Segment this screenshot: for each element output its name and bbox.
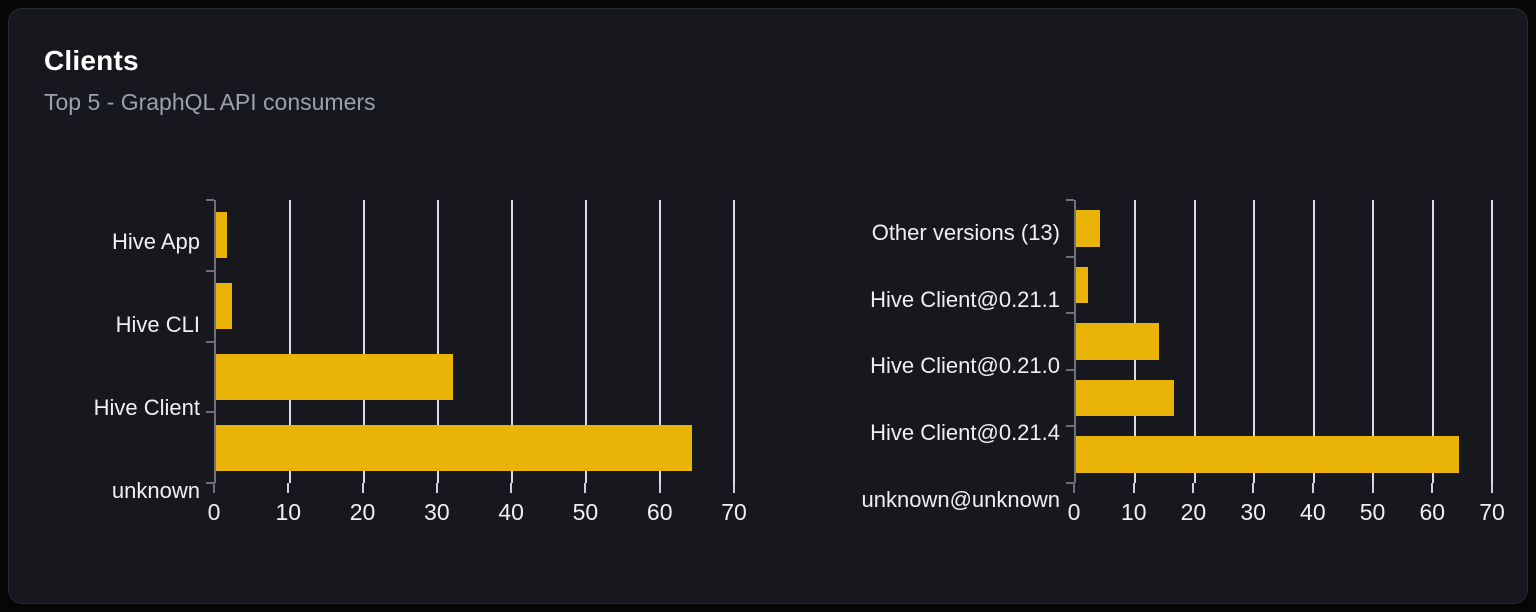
y-axis-label: Other versions (13) [871, 220, 1060, 246]
x-axis-label: 0 [207, 499, 221, 525]
bar-unknown[interactable] [216, 424, 692, 471]
x-axis-label: 60 [1419, 499, 1446, 525]
gridline [1372, 200, 1375, 483]
x-axis-tick [435, 483, 438, 493]
clients-card: Clients Top 5 - GraphQL API consumers Hi… [8, 8, 1528, 604]
y-axis-label: Hive CLI [115, 311, 200, 337]
y-axis-label: Hive Client@0.21.4 [870, 420, 1060, 446]
x-axis-label: 40 [498, 499, 524, 525]
plot-area [1066, 199, 1493, 484]
y-axis-label: Hive Client@0.21.0 [870, 353, 1060, 379]
x-axis-tick [1252, 483, 1255, 493]
gridline [659, 200, 661, 483]
plot-column: 0 10 20 30 40 50 60 70 [206, 199, 747, 533]
y-axis-labels: Hive App Hive CLI Hive Client unknown [44, 200, 214, 533]
charts-row: Hive App Hive CLI Hive Client unknown 0 10 20… [9, 199, 1527, 533]
y-axis-label: Hive Client@0.21.1 [870, 286, 1060, 312]
gridline [1193, 200, 1196, 483]
bar-hive-app[interactable] [216, 212, 228, 259]
y-axis-tick [1066, 199, 1074, 201]
x-axis-label: 30 [1240, 499, 1266, 525]
bar-hive-cli[interactable] [216, 283, 233, 330]
y-axis-tick [206, 482, 214, 484]
x-axis-tick [733, 483, 735, 493]
x-axis: 0 10 20 30 40 50 60 70 [1068, 483, 1505, 533]
card-title: Clients [44, 45, 139, 76]
x-axis-label: 70 [1479, 499, 1505, 525]
gridline [289, 200, 291, 483]
y-axis-tick [1066, 425, 1074, 428]
gridline [437, 200, 439, 483]
x-axis-label: 70 [721, 499, 747, 525]
gridline [733, 200, 735, 483]
card-header: Clients Top 5 - GraphQL API consumers [9, 9, 1527, 115]
x-axis-tick [1311, 483, 1314, 493]
x-axis-label: 40 [1300, 499, 1326, 525]
y-axis-tick [206, 199, 214, 201]
x-axis-tick [1132, 483, 1135, 493]
gridline [511, 200, 513, 483]
gridline [1491, 200, 1493, 483]
x-axis: 0 10 20 30 40 50 60 70 [208, 483, 747, 533]
bar-hive-client-0-21-0[interactable] [1076, 323, 1159, 360]
plot-column: 0 10 20 30 40 50 60 70 [1066, 199, 1505, 533]
x-axis-label: 20 [1180, 499, 1207, 525]
gridline [1431, 200, 1434, 483]
y-axis-tick [206, 411, 214, 414]
x-axis-label: 20 [349, 499, 376, 525]
x-axis-label: 50 [1359, 499, 1386, 525]
x-axis-tick [213, 483, 215, 493]
x-axis-tick [1192, 483, 1195, 493]
x-axis-label: 60 [646, 499, 673, 525]
gridline [585, 200, 587, 483]
x-axis-label: 10 [1120, 499, 1147, 525]
x-axis-tick [1073, 483, 1075, 493]
x-axis-tick [584, 483, 587, 493]
bar-hive-client[interactable] [216, 353, 453, 400]
y-axis-tick [1066, 255, 1074, 258]
gridline [363, 200, 365, 483]
bar-other-versions-13-[interactable] [1076, 209, 1101, 247]
x-axis-tick [1371, 483, 1374, 493]
gridline [1253, 200, 1256, 483]
x-axis-label: 30 [424, 499, 450, 525]
x-axis-tick [510, 483, 513, 493]
bar-hive-client-0-21-4[interactable] [1076, 379, 1175, 417]
y-axis-tick [1066, 312, 1074, 315]
client-name-chart: Hive App Hive CLI Hive Client unknown 0 10 20… [44, 199, 747, 533]
client-version-chart: Other versions (13) Hive Client@0.21.1 Hiv… [844, 199, 1505, 533]
x-axis-tick [1431, 483, 1434, 493]
plot-area [206, 199, 735, 484]
y-axis-tick [1066, 368, 1074, 371]
bar-hive-client-0-21-1[interactable] [1076, 266, 1088, 304]
x-axis-label: 10 [275, 499, 302, 525]
x-axis-tick [287, 483, 290, 493]
x-axis-tick [361, 483, 364, 493]
y-axis-labels: Other versions (13) Hive Client@0.21.1 Hiv… [844, 200, 1074, 533]
y-axis-label: Hive Client [93, 395, 200, 421]
y-axis-tick [206, 269, 214, 272]
y-axis-label: unknown [111, 478, 200, 504]
card-subtitle: Top 5 - GraphQL API consumers [44, 89, 376, 115]
x-axis-label: 0 [1067, 499, 1081, 525]
gridline [1312, 200, 1315, 483]
y-axis-label: Hive App [111, 228, 200, 254]
y-axis-tick [206, 340, 214, 343]
x-axis-tick [658, 483, 661, 493]
x-axis-label: 50 [572, 499, 599, 525]
x-axis-tick [1491, 483, 1493, 493]
bar-unknown-unknown[interactable] [1076, 436, 1459, 474]
y-axis-tick [1066, 482, 1074, 484]
y-axis-label: unknown@unknown [861, 486, 1060, 512]
